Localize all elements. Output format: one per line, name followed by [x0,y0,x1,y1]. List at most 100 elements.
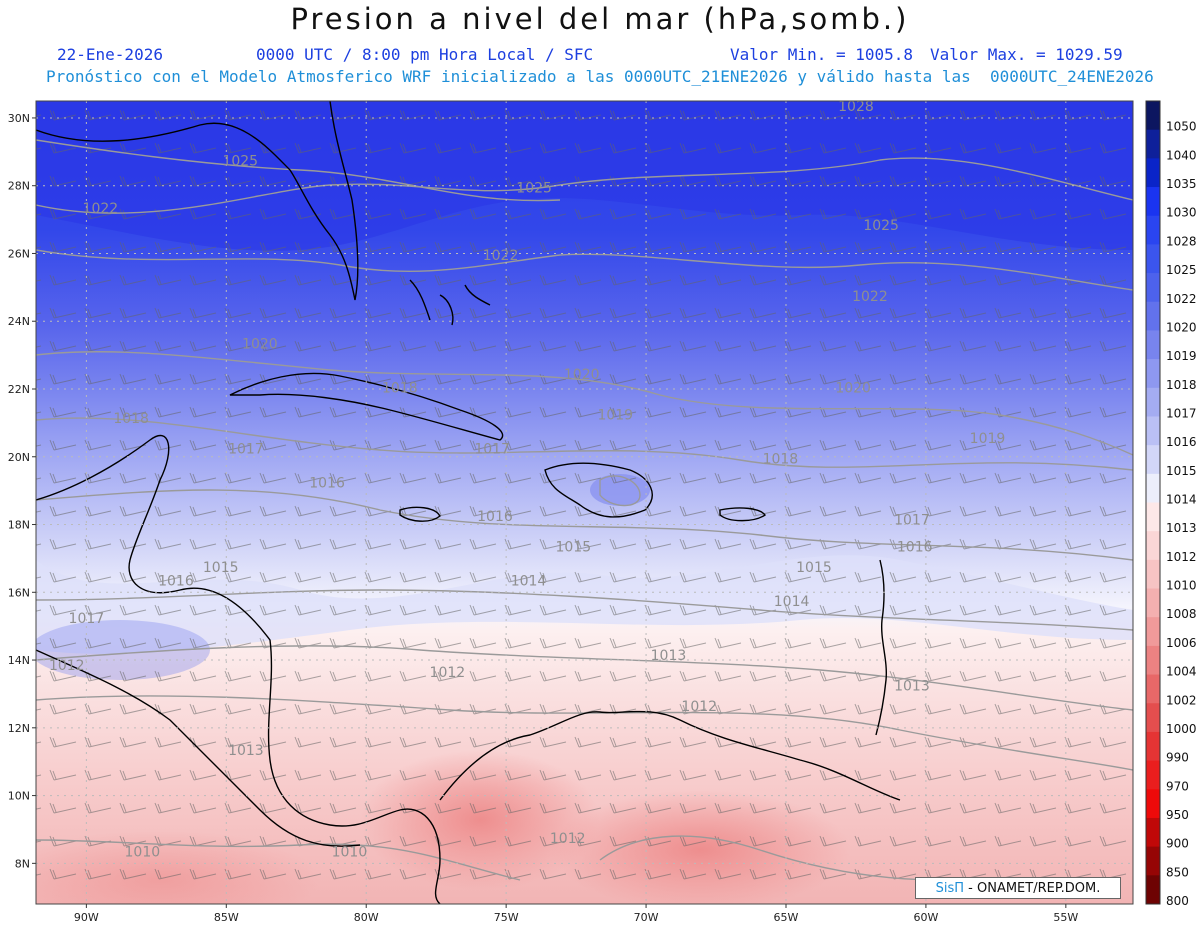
wind-barb [434,142,462,154]
wind-barb [504,538,532,550]
wind-barb [399,868,427,880]
wind-barb [469,802,497,814]
wind-barb [819,703,847,715]
wind-barb [224,802,252,814]
wind-barb [1099,835,1127,847]
wind-barb [36,510,42,513]
wind-barb [574,604,602,616]
wind-barb [1029,241,1057,253]
colorbar-label: 1025 [1166,263,1197,277]
isobar-label: 1014 [774,594,810,610]
wind-barb [539,208,567,220]
wind-barb [259,373,287,385]
wind-barb [189,769,217,781]
colorbar-label: 1013 [1166,521,1197,535]
wind-barb [1029,835,1057,847]
wind-barb [119,802,147,814]
wind-barb [889,175,917,187]
isobar-label: 1018 [763,452,799,468]
isobar-label: 1012 [550,831,586,847]
colorbar-label: 1019 [1166,349,1197,363]
wind-barb [889,769,917,781]
wind-barb [644,637,672,649]
wind-barb [609,835,637,847]
wind-barb [854,637,882,649]
wind-barb [294,439,322,451]
wind-barb [644,769,672,781]
wind-barb [329,505,357,517]
colorbar-label: 1020 [1166,320,1197,334]
lon-label: 70W [634,911,659,924]
wind-barb [714,208,742,220]
wind-barb [189,241,217,253]
isobar-label: 1016 [309,475,345,491]
wind-barb [36,312,42,315]
wind-barb [119,505,147,517]
wind-barb [36,213,42,216]
wind-barb [1064,637,1092,649]
wind-barb [469,604,497,616]
wind-barb [434,274,462,286]
wind-barb [714,142,742,154]
wind-barb [259,406,287,418]
colorbar-label: 1012 [1166,550,1197,564]
wind-barb [189,340,217,352]
wind-barb [644,670,672,682]
wind-barb [749,373,777,385]
lon-label: 85W [214,911,239,924]
wind-barb [224,175,252,187]
isobar-label: 1012 [681,699,717,715]
wind-barb [294,736,322,748]
wind-barb [294,670,322,682]
wind-barb [679,307,707,319]
wind-barb [36,675,42,678]
wind-barb [504,571,532,583]
isobar-label: 1013 [894,679,930,695]
wind-barb [924,208,952,220]
wind-barb [784,802,812,814]
wind-barb [1029,340,1057,352]
wind-barb [36,708,42,711]
wind-barb [854,604,882,616]
wind-barb [679,670,707,682]
wind-barb [784,439,812,451]
wind-barb [224,538,252,550]
wind-barb [154,538,182,550]
wind-barb [714,439,742,451]
wind-barb [994,241,1022,253]
wind-barb [154,241,182,253]
wind-barb [819,835,847,847]
wind-barb [574,142,602,154]
colorbar-label: 1015 [1166,464,1197,478]
wind-barb [539,142,567,154]
wind-barb [154,175,182,187]
wind-barb [994,604,1022,616]
wind-barb [224,373,252,385]
max-value: Valor Max. = 1029.59 [930,45,1123,64]
wind-barb [84,175,112,187]
wind-barb [259,208,287,220]
wind-barb [714,307,742,319]
wind-barb [574,670,602,682]
wind-barb [924,637,952,649]
wind-barb [574,472,602,484]
wind-barb [1099,340,1127,352]
wind-barb [49,802,77,814]
wind-barb [36,774,42,777]
wind-barb [1029,571,1057,583]
wind-barb [1029,736,1057,748]
wind-barb [189,637,217,649]
wind-barb [504,307,532,319]
wind-barb [154,373,182,385]
wind-barb [749,406,777,418]
wind-barb [1099,241,1127,253]
wind-barb [679,406,707,418]
wind-barb [119,736,147,748]
wind-barb [294,538,322,550]
wind-barb [84,868,112,880]
wind-barb [189,274,217,286]
wind-barb [994,175,1022,187]
wind-barb [574,274,602,286]
colorbar-label: 1006 [1166,636,1197,650]
wind-barb [679,274,707,286]
